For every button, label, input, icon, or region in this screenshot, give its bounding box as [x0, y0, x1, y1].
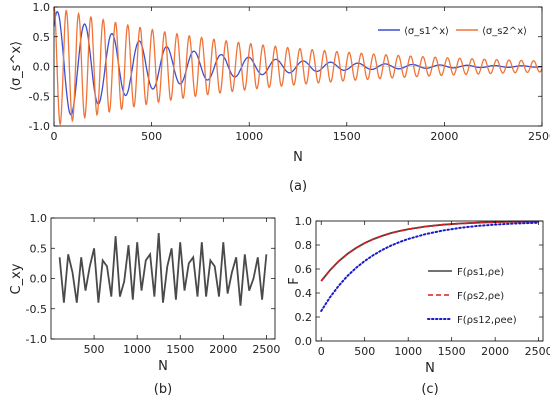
panel-c-y-ticks: 0.0 0.2 0.4 0.6 0.8 1.0	[295, 215, 543, 348]
legend-c-label-3: F(ρs12,ρee)	[457, 315, 517, 326]
panel-a-y-ticks: -1.0 -0.5 0.0 0.5 1.0	[29, 1, 542, 133]
x-tick-label: 2000	[430, 130, 458, 143]
panel-a-ylabel: ⟨σ_s^x⟩	[9, 41, 24, 91]
panel-b-series	[58, 233, 268, 306]
series-line-2	[53, 6, 543, 126]
panel-c-label: (c)	[421, 382, 438, 397]
x-tick-label: 0	[318, 345, 325, 358]
panel-c-ylabel: F	[287, 277, 302, 284]
series-line-1	[320, 220, 539, 282]
y-tick-label: 0.0	[295, 335, 313, 348]
y-tick-label: 0.0	[33, 61, 51, 74]
y-tick-label: 0.6	[295, 263, 313, 276]
panel-b-xlabel: N	[158, 359, 168, 374]
y-tick-label: -1.0	[26, 333, 47, 346]
panel-c-xlabel: N	[425, 361, 435, 376]
y-tick-label: -0.5	[29, 90, 50, 103]
panel-c: 0 500 1000 1500 2000 2500 0.00.20.40.60.81.0 …	[287, 215, 550, 397]
panel-c-frame	[315, 220, 544, 342]
panel-b: 500 1000 1500 2000 2500 -1.0-0.50.00.51.0 N …	[9, 212, 280, 397]
x-tick-label: 1500	[438, 345, 466, 358]
x-tick-label: 1000	[394, 345, 422, 358]
y-tick-label: 1.0	[295, 215, 313, 228]
x-tick-label: 500	[84, 343, 105, 356]
x-tick-label: 2500	[528, 130, 550, 143]
y-tick-label: 0.5	[30, 242, 48, 255]
legend-c-label-2: F(ρs2,ρe)	[457, 291, 504, 302]
panel-a-x-ticks: 0 500 1000 1500 2000 2500	[51, 7, 550, 143]
y-tick-label: 0.2	[295, 311, 313, 324]
series-line-3	[320, 221, 540, 312]
x-tick-label: 2500	[252, 343, 280, 356]
legend-c-label-1: F(ρs1,ρe)	[457, 267, 504, 278]
y-tick-label: 0.0	[30, 273, 48, 286]
x-tick-label: 2500	[525, 345, 550, 358]
panel-b-x-ticks: 500 1000 1500 2000 2500	[84, 218, 280, 356]
y-tick-label: 0.5	[33, 31, 51, 44]
y-tick-label: 1.0	[33, 1, 51, 14]
panel-c-x-ticks: 0 500 1000 1500 2000 2500	[318, 221, 550, 358]
series-line-1	[53, 10, 542, 116]
y-tick-label: 0.4	[295, 287, 313, 300]
panel-a-label: (a)	[289, 179, 307, 194]
x-tick-label: 1000	[123, 343, 151, 356]
panel-a-legend: ⟨σ_s1^x⟩ ⟨σ_s2^x⟩	[378, 26, 527, 37]
legend-a-label-1: ⟨σ_s1^x⟩	[404, 26, 449, 37]
panel-a-series	[53, 6, 543, 126]
panel-b-y-ticks: -1.0 -0.5 0.0 0.5 1.0	[26, 212, 275, 346]
x-tick-label: 0	[51, 130, 58, 143]
y-tick-label: 1.0	[30, 212, 48, 225]
x-tick-label: 500	[354, 345, 375, 358]
x-tick-label: 500	[141, 130, 162, 143]
panel-c-legend: F(ρs1,ρe) F(ρs2,ρe) F(ρs12,ρee)	[427, 267, 517, 326]
panel-c-series	[320, 220, 540, 312]
y-tick-label: 0.8	[295, 239, 313, 252]
x-tick-label: 1500	[333, 130, 361, 143]
legend-a-label-2: ⟨σ_s2^x⟩	[482, 26, 527, 37]
series-line-1	[58, 233, 268, 306]
x-tick-label: 1000	[235, 130, 263, 143]
x-tick-label: 2000	[209, 343, 237, 356]
panel-a-xlabel: N	[293, 150, 303, 165]
y-tick-label: -1.0	[29, 120, 50, 133]
panel-b-label: (b)	[154, 382, 172, 397]
y-tick-label: -0.5	[26, 303, 47, 316]
series-line-2	[320, 220, 539, 282]
x-tick-label: 1500	[166, 343, 194, 356]
panel-a: 0 500 1000 1500 2000 2500 -1.0 -0.5 0.0 0.5 1.0 N…	[9, 1, 550, 194]
panel-b-ylabel: C_xy	[9, 263, 24, 294]
x-tick-label: 2000	[481, 345, 509, 358]
